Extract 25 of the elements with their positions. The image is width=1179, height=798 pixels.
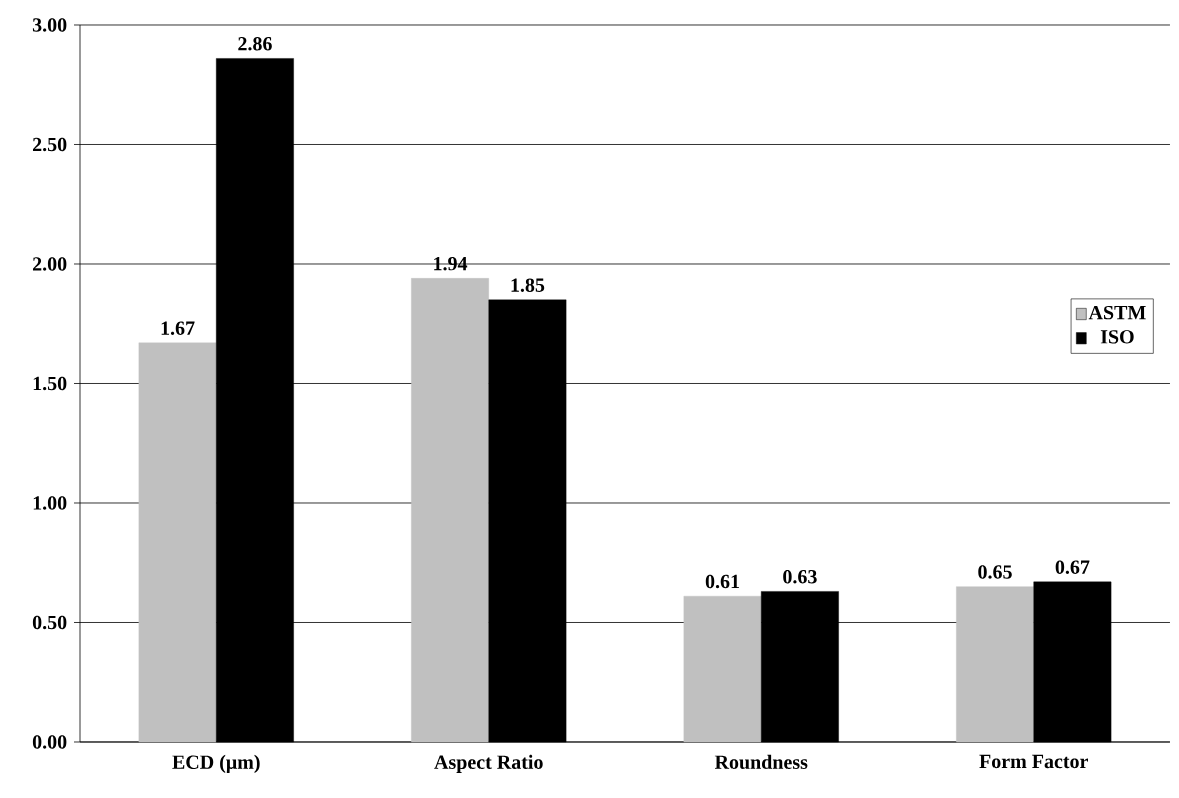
data-label: 1.85	[511, 278, 545, 292]
x-tick-label: Form Factor	[979, 754, 1088, 769]
data-label: 0.65	[978, 565, 1012, 579]
data-label: 1.94	[434, 256, 468, 271]
data-label: 2.86	[238, 37, 272, 51]
x-tick-label: ECD (μm)	[172, 754, 260, 773]
data-label: 0.63	[783, 569, 817, 584]
y-tick-label: 2.00	[32, 257, 67, 271]
data-label: 1.67	[161, 321, 195, 335]
bar	[956, 586, 1034, 743]
legend-label: ISO	[1100, 330, 1134, 344]
data-label: 0.67	[1055, 560, 1090, 574]
y-tick-label: 2.50	[32, 137, 67, 152]
bar	[683, 596, 762, 743]
data-label: 0.61	[705, 574, 740, 589]
y-tick-label: 0.00	[32, 735, 67, 749]
y-tick-label: 3.00	[32, 18, 67, 32]
x-tick-label: Aspect Ratio	[434, 754, 543, 773]
legend-label: ASTM	[1088, 305, 1146, 320]
bar	[138, 342, 217, 743]
y-tick-label: 1.00	[33, 496, 67, 510]
bar	[411, 278, 489, 743]
y-tick-label: 0.50	[32, 615, 67, 630]
x-tick-label: Roundness	[714, 754, 808, 769]
y-tick-label: 1.50	[33, 376, 67, 391]
